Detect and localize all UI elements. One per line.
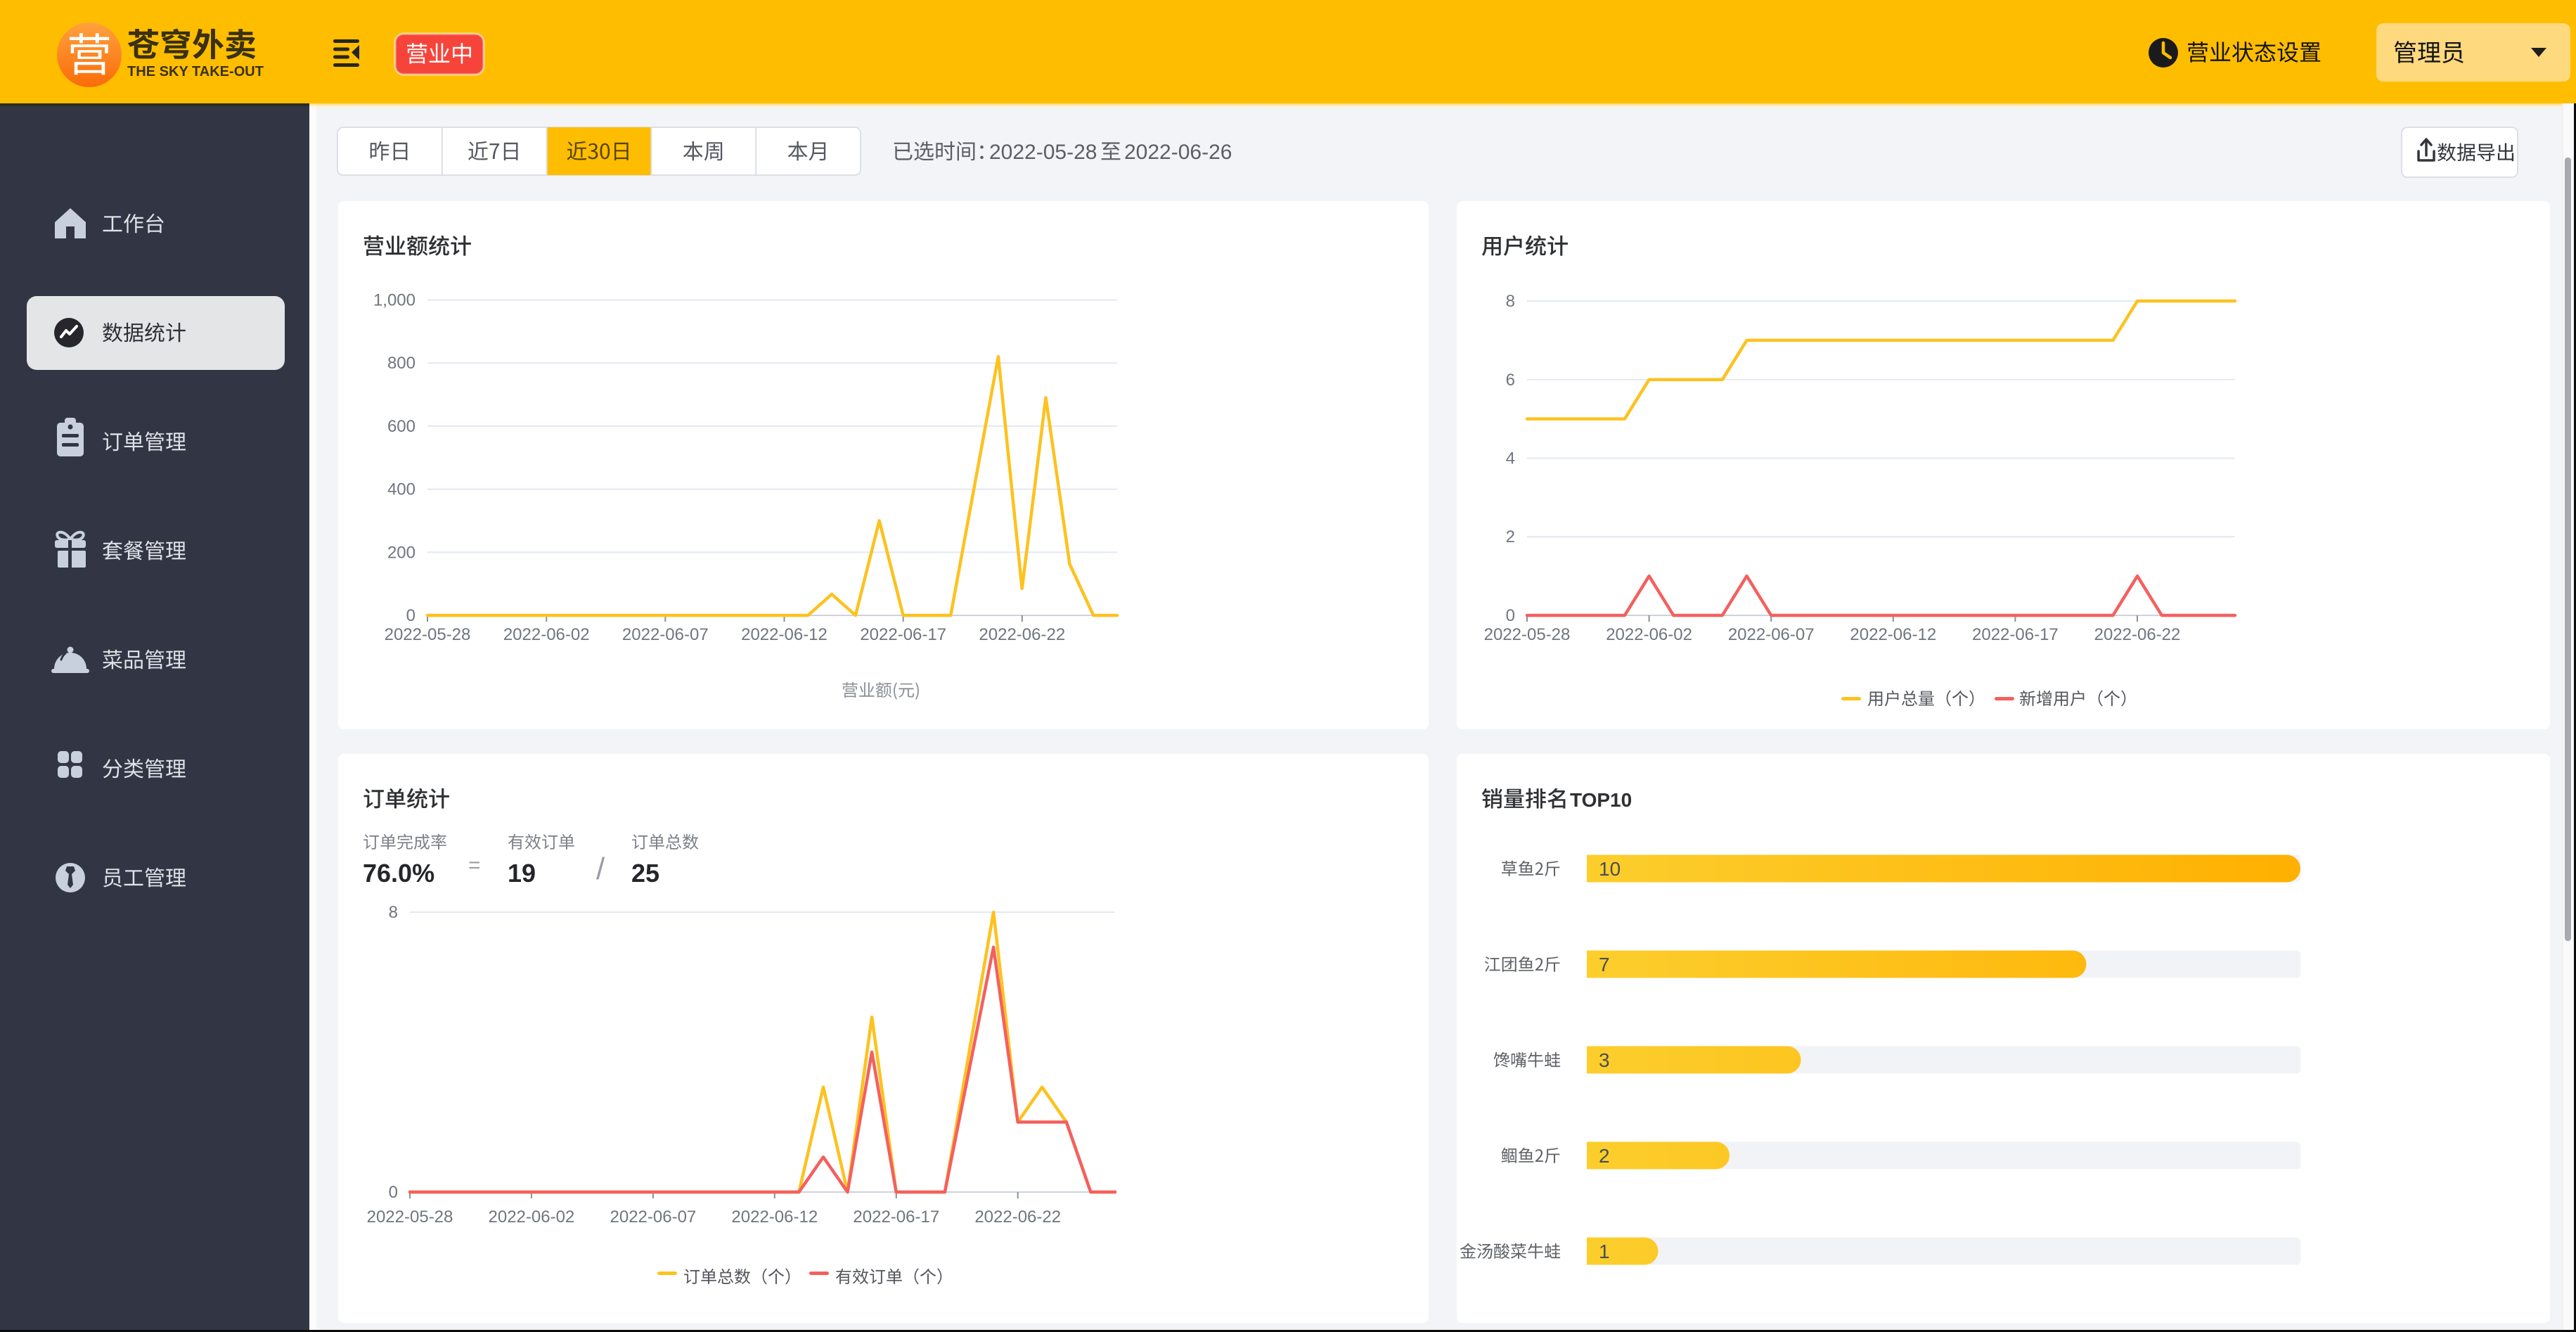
svg-text:2022-05-28: 2022-05-28 (385, 625, 471, 644)
svg-text:0: 0 (389, 1183, 398, 1202)
svg-text:/: / (596, 852, 605, 886)
svg-text:2022-06-12: 2022-06-12 (731, 1208, 818, 1227)
svg-text:10: 10 (1599, 858, 1621, 880)
svg-text:THE SKY TAKE-OUT: THE SKY TAKE-OUT (127, 64, 264, 79)
svg-text:1,000: 1,000 (373, 291, 416, 310)
svg-text:76.0%: 76.0% (363, 859, 434, 888)
svg-text:400: 400 (387, 480, 416, 499)
svg-text:8: 8 (389, 903, 398, 922)
svg-text:2022-06-02: 2022-06-02 (489, 1208, 575, 1227)
svg-text:2022-06-12: 2022-06-12 (1850, 625, 1936, 644)
svg-text:19: 19 (508, 859, 536, 888)
svg-text:TOP10: TOP10 (1570, 789, 1632, 811)
svg-text:6: 6 (1506, 371, 1515, 390)
svg-text:7: 7 (1599, 954, 1610, 975)
svg-text:2022-06-17: 2022-06-17 (1972, 625, 2059, 644)
svg-text:200: 200 (387, 543, 416, 562)
svg-text:8: 8 (1506, 292, 1515, 311)
svg-text:0: 0 (1506, 606, 1515, 625)
svg-text:600: 600 (387, 417, 416, 436)
svg-text:800: 800 (387, 354, 416, 373)
svg-text:2022-06-07: 2022-06-07 (1728, 625, 1815, 644)
svg-text:2022-06-02: 2022-06-02 (503, 625, 590, 644)
svg-text:2022-06-12: 2022-06-12 (741, 625, 827, 644)
svg-text:1: 1 (1599, 1241, 1610, 1262)
svg-text:2022-05-28: 2022-05-28 (1484, 625, 1571, 644)
svg-text:2022-06-22: 2022-06-22 (2094, 625, 2181, 644)
svg-text:=: = (468, 854, 481, 877)
svg-text:2022-05-28: 2022-05-28 (989, 141, 1097, 164)
svg-text:2022-06-02: 2022-06-02 (1606, 625, 1692, 644)
svg-text:2022-05-28: 2022-05-28 (367, 1208, 453, 1227)
svg-text:25: 25 (631, 859, 659, 888)
svg-text:4: 4 (1506, 449, 1515, 468)
svg-text:2022-06-17: 2022-06-17 (853, 1208, 939, 1227)
svg-text:2: 2 (1599, 1145, 1610, 1167)
svg-text:2022-06-17: 2022-06-17 (860, 625, 946, 644)
svg-text:0: 0 (406, 606, 416, 625)
svg-text:2022-06-22: 2022-06-22 (974, 1208, 1061, 1227)
svg-text:2: 2 (1506, 527, 1515, 546)
svg-text:2022-06-07: 2022-06-07 (610, 1208, 697, 1227)
svg-text:3: 3 (1599, 1049, 1610, 1071)
svg-text:2022-06-26: 2022-06-26 (1124, 141, 1232, 164)
svg-text:2022-06-07: 2022-06-07 (622, 625, 709, 644)
svg-text:2022-06-22: 2022-06-22 (979, 625, 1065, 644)
